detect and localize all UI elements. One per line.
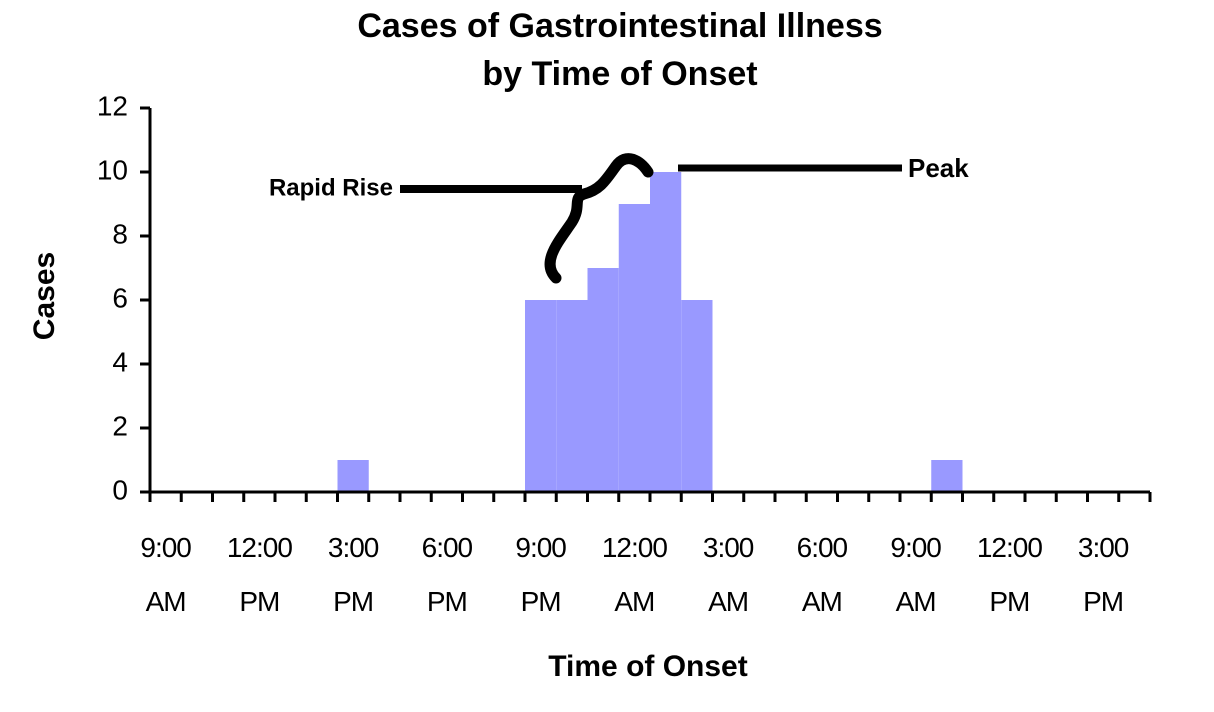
y-axis-label: Cases	[28, 252, 61, 340]
bar	[587, 268, 619, 492]
bar	[337, 460, 369, 492]
y-tick-label: 4	[112, 346, 128, 377]
bar	[650, 172, 682, 492]
bar	[681, 300, 713, 492]
x-tick-label: 3:00 PM	[327, 532, 380, 617]
y-tick-label: 6	[112, 282, 128, 313]
annotation: Peak	[908, 153, 969, 183]
chart-title: Cases of Gastrointestinal Illness	[357, 7, 882, 45]
x-tick-label: 6:00 AM	[796, 532, 849, 617]
x-tick-label: 3:00 PM	[1077, 532, 1130, 617]
x-tick-label: 12:00 PM	[976, 532, 1043, 617]
x-tick-label: 9:00 PM	[515, 532, 567, 617]
x-tick-label: 12:00 PM	[226, 532, 293, 617]
annotation-brace	[544, 153, 654, 284]
bar	[556, 300, 588, 492]
y-tick-label: 10	[97, 154, 128, 185]
x-tick-label: 3:00 AM	[702, 532, 755, 617]
x-tick-label: 6:00 PM	[421, 532, 474, 617]
chart-title: by Time of Onset	[482, 55, 757, 93]
bar	[618, 204, 650, 492]
x-axis-label: Time of Onset	[548, 650, 747, 683]
x-tick-label: 12:00 AM	[601, 532, 668, 617]
y-tick-label: 8	[112, 218, 128, 249]
y-tick-label: 12	[97, 90, 128, 121]
annotation: Rapid Rise	[269, 174, 393, 201]
x-tick-label: 9:00 AM	[140, 532, 192, 617]
y-tick-label: 2	[112, 410, 128, 441]
bar	[525, 300, 557, 492]
x-tick-label: 9:00 AM	[890, 532, 942, 617]
y-tick-label: 0	[112, 474, 128, 505]
bar	[931, 460, 963, 492]
